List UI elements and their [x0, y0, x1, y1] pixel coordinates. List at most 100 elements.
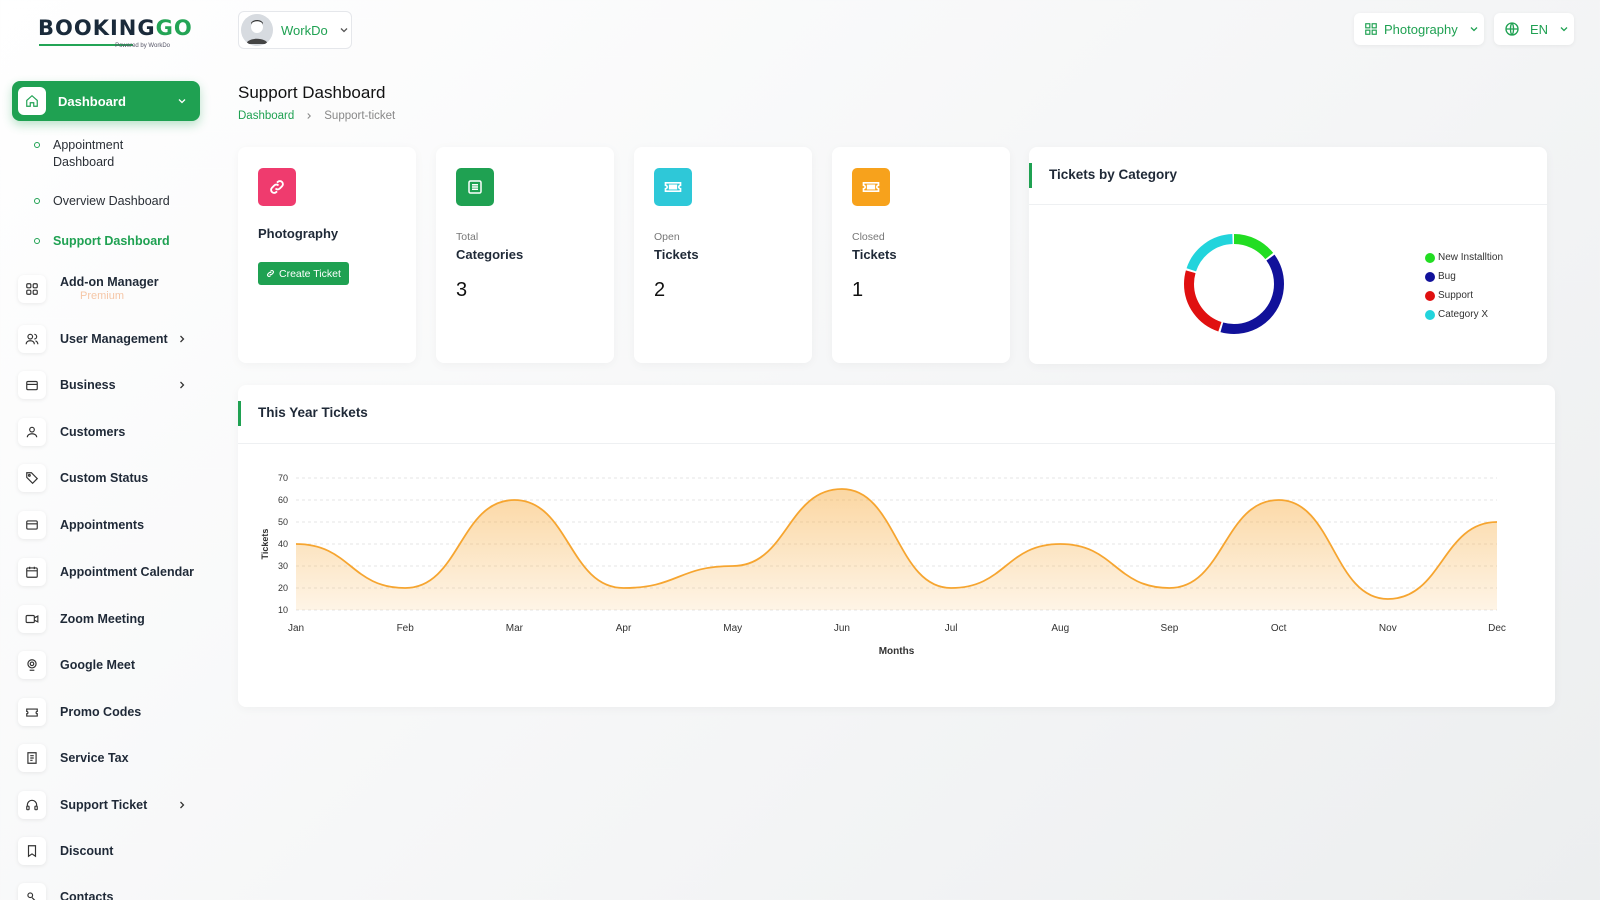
contact-icon: [18, 883, 46, 900]
x-tick-label: Jul: [945, 623, 958, 634]
donut-slice[interactable]: [1184, 234, 1284, 334]
data-point[interactable]: [1058, 542, 1062, 546]
data-point[interactable]: [403, 586, 407, 590]
sidebar-item-appointments[interactable]: Appointments: [18, 508, 200, 542]
donut-slice[interactable]: [1184, 234, 1284, 334]
sidebar-item-label: Contacts: [60, 890, 114, 900]
legend-item[interactable]: Support: [1425, 286, 1503, 305]
sidebar-item-promo-codes[interactable]: Promo Codes: [18, 695, 200, 729]
home-icon: [18, 87, 46, 115]
create-ticket-button[interactable]: Create Ticket: [258, 262, 349, 285]
business-label: Photography: [258, 226, 339, 241]
categories-value: 3: [456, 279, 468, 301]
chevron-down-icon: [340, 28, 348, 33]
x-tick-label: Oct: [1271, 623, 1287, 634]
y-tick-label: 50: [278, 517, 288, 527]
data-point[interactable]: [512, 498, 516, 502]
sidebar-item-label: Google Meet: [60, 658, 136, 672]
grid-icon: [18, 275, 46, 303]
apps-icon: [1365, 23, 1377, 35]
chevron-right-icon: [180, 381, 185, 389]
card-header: Tickets by Category: [1029, 147, 1547, 205]
card-header: This Year Tickets: [238, 385, 1555, 444]
sidebar-item-label: Zoom Meeting: [60, 612, 145, 626]
data-point[interactable]: [622, 586, 626, 590]
sidebar-subitem-appointment-dashboard[interactable]: Appointment Dashboard: [34, 137, 143, 171]
data-point[interactable]: [1167, 586, 1171, 590]
tag-icon: [18, 464, 46, 492]
open-tickets-card: Open Tickets 2: [634, 147, 812, 363]
closed-tickets-card: Closed Tickets 1: [832, 147, 1010, 363]
data-point[interactable]: [731, 564, 735, 568]
breadcrumb-home-link[interactable]: Dashboard: [238, 110, 295, 122]
sidebar-item-label: Discount: [60, 844, 114, 858]
sidebar-item-zoom-meeting[interactable]: Zoom Meeting: [18, 602, 200, 636]
chevron-down-icon: [1560, 27, 1568, 32]
x-tick-label: Jan: [288, 623, 304, 634]
sidebar-item-label: Appointments: [60, 518, 145, 532]
premium-badge: Premium: [80, 290, 125, 302]
x-tick-label: Dec: [1488, 623, 1506, 634]
legend-swatch: [1425, 290, 1435, 301]
sidebar-item-service-tax[interactable]: Service Tax: [18, 741, 200, 775]
sidebar-item-discount[interactable]: Discount: [18, 834, 200, 868]
legend-item[interactable]: Category X: [1425, 305, 1503, 324]
data-point[interactable]: [1386, 597, 1390, 601]
sidebar-item-label: Promo Codes: [60, 705, 142, 719]
sidebar-item-label: User Management: [60, 332, 168, 346]
sidebar-item-support-ticket[interactable]: Support Ticket: [18, 788, 200, 822]
calendar-icon: [18, 558, 46, 586]
ticket-icon: [18, 698, 46, 726]
series-line[interactable]: [295, 488, 1498, 600]
ticket-icon: [852, 168, 890, 206]
logo-tagline: Powered by WorkDo: [115, 43, 170, 49]
sidebar-item-custom-status[interactable]: Custom Status: [18, 461, 200, 495]
receipt-icon: [18, 744, 46, 772]
data-point[interactable]: [1495, 520, 1499, 524]
y-tick-label: 20: [278, 583, 288, 593]
legend-item[interactable]: New Installtion: [1425, 248, 1503, 267]
x-tick-label: Apr: [616, 623, 632, 634]
users-icon: [18, 325, 46, 353]
sidebar-item-user-management[interactable]: User Management: [18, 322, 200, 356]
tickets-chart-card: This Year Tickets 10 20 30 40 50 60 70 Jan Feb Ma…: [238, 385, 1555, 707]
sidebar-item-google-meet[interactable]: Google Meet: [18, 648, 200, 682]
categories-card: Total Categories 3: [436, 147, 614, 363]
user-dropdown[interactable]: WorkDo: [238, 11, 352, 49]
language-selector[interactable]: EN: [1494, 13, 1574, 45]
legend-item[interactable]: Bug: [1425, 267, 1503, 286]
sidebar-item-label: Customers: [60, 425, 126, 439]
sidebar-subitem-overview-dashboard[interactable]: Overview Dashboard: [34, 193, 170, 210]
data-point[interactable]: [840, 487, 844, 491]
sidebar-subitem-label: Overview Dashboard: [53, 194, 170, 208]
sidebar-item-contacts[interactable]: Contacts: [18, 880, 200, 900]
ticket-icon: [654, 168, 692, 206]
x-tick-label: Jun: [834, 623, 850, 634]
bullet-icon: [34, 142, 40, 148]
chevron-right-icon: [307, 113, 312, 119]
donut-slice[interactable]: [1184, 234, 1284, 334]
sidebar-item-addon-manager[interactable]: Add-on Manager: [18, 272, 200, 306]
sidebar-item-appointment-calendar[interactable]: Appointment Calendar: [18, 555, 200, 589]
sidebar-item-customers[interactable]: Customers: [18, 415, 200, 449]
bookmark-icon: [18, 837, 46, 865]
brand-logo[interactable]: BOOKINGGO Powered by WorkDo: [38, 16, 192, 50]
data-point[interactable]: [1277, 498, 1281, 502]
accent-bar: [238, 401, 241, 426]
business-selector[interactable]: Photography: [1354, 13, 1484, 45]
data-point[interactable]: [294, 542, 298, 546]
credit-card-icon: [18, 511, 46, 539]
legend-swatch: [1425, 309, 1435, 320]
sidebar-item-dashboard[interactable]: Dashboard: [12, 81, 200, 121]
language-code: EN: [1530, 21, 1549, 37]
user-icon: [18, 418, 46, 446]
sidebar-item-label: Appointment Calendar: [60, 565, 195, 579]
bullet-icon: [34, 198, 40, 204]
sidebar-subitem-support-dashboard[interactable]: Support Dashboard: [34, 233, 170, 250]
headset-icon: [18, 791, 46, 819]
legend-label: Support: [1438, 290, 1474, 301]
data-point[interactable]: [949, 586, 953, 590]
sidebar-item-business[interactable]: Business: [18, 368, 200, 402]
accent-bar: [1029, 163, 1032, 188]
categories-small-label: Total: [456, 231, 479, 243]
